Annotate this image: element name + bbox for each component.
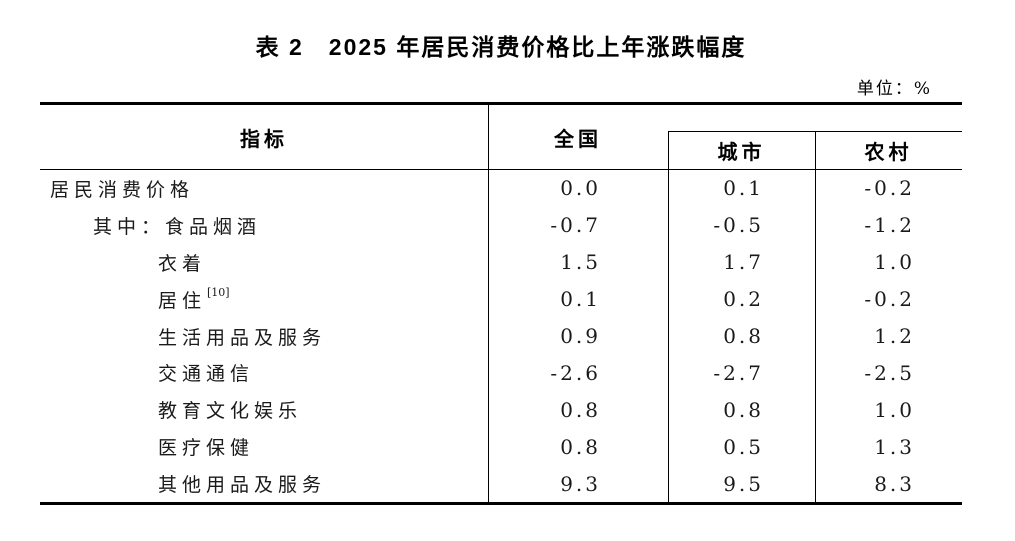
rural-value: -0.2	[864, 287, 915, 312]
national-value: 9.3	[560, 471, 601, 496]
row-label-text: 医疗保健	[158, 437, 255, 460]
table-row: 衣着 1.5 1.7 1.0	[40, 244, 962, 281]
urban-value: 0.1	[723, 176, 764, 201]
row-label-text: 交通通信	[158, 363, 255, 386]
urban-value: 1.7	[723, 250, 764, 275]
unit-label: 单位：%	[856, 79, 932, 99]
table-row: 其中：食品烟酒 -0.7 -0.5 -1.2	[40, 207, 962, 244]
table-body: 居民消费价格 0.0 0.1 -0.2 其中：食品烟酒 -0.7 -0.5 -1.2 衣着 1.5…	[40, 170, 962, 502]
national-value: -2.6	[550, 360, 601, 385]
national-value: 1.5	[560, 250, 601, 275]
rural-value: -1.2	[864, 213, 915, 238]
table-row: 教育文化娱乐 0.8 0.8 1.0	[40, 391, 962, 428]
national-value: 0.1	[560, 287, 601, 312]
row-label: 居住 [10]	[40, 281, 488, 318]
urban-value: 0.8	[723, 324, 764, 348]
row-label: 生活用品及服务	[40, 318, 488, 355]
column-header-rural: 农村	[864, 142, 913, 164]
national-value: 0.0	[560, 176, 601, 201]
table-header: 指标 全国 城市 农村	[40, 105, 962, 170]
row-label: 其中：食品烟酒	[40, 207, 488, 244]
rural-value: 1.0	[874, 250, 915, 275]
national-value: -0.7	[550, 213, 601, 238]
row-label: 衣着	[40, 244, 488, 281]
national-value: 0.8	[560, 434, 601, 459]
urban-value: -2.7	[713, 360, 764, 385]
row-label-text: 教育文化娱乐	[158, 400, 303, 423]
rural-value: -2.5	[864, 360, 915, 385]
row-label: 居民消费价格	[40, 170, 488, 207]
row-label-text: 其中：食品烟酒	[93, 215, 262, 238]
row-label-text: 生活用品及服务	[158, 326, 327, 349]
footnote-ref: [10]	[207, 285, 230, 299]
row-label: 医疗保健	[40, 428, 488, 465]
grid-line-vertical	[488, 105, 489, 502]
grid-line-vertical	[668, 131, 669, 502]
row-label: 交通通信	[40, 354, 488, 391]
table-title: 表 2 2025 年居民消费价格比上年涨跌幅度	[255, 34, 747, 60]
row-label-text: 居民消费价格	[50, 178, 195, 201]
column-header-urban: 城市	[717, 142, 766, 164]
table-row: 居住 [10] 0.1 0.2 -0.2	[40, 281, 962, 318]
urban-value: 9.5	[723, 471, 764, 496]
urban-value: 0.2	[723, 287, 764, 312]
grid-line-vertical	[815, 131, 816, 502]
national-value: 0.9	[560, 324, 601, 348]
rural-value: 1.2	[874, 324, 915, 348]
urban-value: -0.5	[713, 213, 764, 238]
table-row: 交通通信 -2.6 -2.7 -2.5	[40, 354, 962, 391]
cpi-table: 指标 全国 城市 农村 居民消费价格 0.0 0.1 -0.2 其中：食品烟酒 -0.7 -…	[40, 102, 962, 505]
table-row: 生活用品及服务 0.9 0.8 1.2	[40, 318, 962, 355]
row-label: 其他用品及服务	[40, 465, 488, 502]
row-label-text: 衣着	[158, 252, 207, 275]
urban-value: 0.5	[723, 434, 764, 459]
rural-value: -0.2	[864, 176, 915, 201]
urban-value: 0.8	[723, 397, 764, 422]
table-row: 居民消费价格 0.0 0.1 -0.2	[40, 170, 962, 207]
table-row: 其他用品及服务 9.3 9.5 8.3	[40, 465, 962, 502]
rural-value: 1.3	[874, 434, 915, 459]
rural-value: 8.3	[874, 471, 915, 496]
table-row: 医疗保健 0.8 0.5 1.3	[40, 428, 962, 465]
national-value: 0.8	[560, 397, 601, 422]
row-label: 教育文化娱乐	[40, 391, 488, 428]
rural-value: 1.0	[874, 397, 915, 422]
column-header-national: 全国	[554, 128, 602, 151]
row-label-text: 其他用品及服务	[158, 474, 327, 497]
column-header-indicator: 指标	[240, 128, 288, 151]
row-label-text: 居住	[158, 289, 207, 312]
